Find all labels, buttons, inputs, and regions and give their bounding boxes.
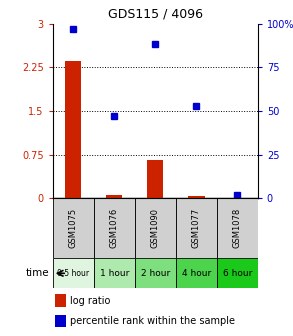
Text: 1 hour: 1 hour	[100, 269, 129, 278]
Text: percentile rank within the sample: percentile rank within the sample	[70, 316, 235, 326]
Title: GDS115 / 4096: GDS115 / 4096	[108, 8, 203, 21]
Bar	[106, 195, 122, 198]
Text: GSM1076: GSM1076	[110, 208, 119, 248]
Bar	[176, 198, 217, 258]
Bar	[55, 315, 66, 327]
Bar	[176, 258, 217, 288]
Bar	[65, 61, 81, 198]
Bar	[55, 294, 66, 307]
Text: GSM1075: GSM1075	[69, 208, 78, 248]
Bar	[135, 198, 176, 258]
Text: log ratio: log ratio	[70, 296, 110, 306]
Text: 0.5 hour: 0.5 hour	[57, 269, 89, 278]
Bar	[135, 258, 176, 288]
Text: GSM1078: GSM1078	[233, 208, 242, 248]
Bar	[188, 197, 205, 198]
Text: 4 hour: 4 hour	[182, 269, 211, 278]
Text: 6 hour: 6 hour	[223, 269, 252, 278]
Bar	[94, 198, 135, 258]
Text: GSM1077: GSM1077	[192, 208, 201, 248]
Bar	[147, 160, 163, 198]
Text: GSM1090: GSM1090	[151, 208, 160, 248]
Bar	[217, 258, 258, 288]
Bar	[53, 198, 94, 258]
Bar	[53, 258, 94, 288]
Text: 2 hour: 2 hour	[141, 269, 170, 278]
Bar	[94, 258, 135, 288]
Text: time: time	[26, 268, 50, 278]
Bar	[217, 198, 258, 258]
